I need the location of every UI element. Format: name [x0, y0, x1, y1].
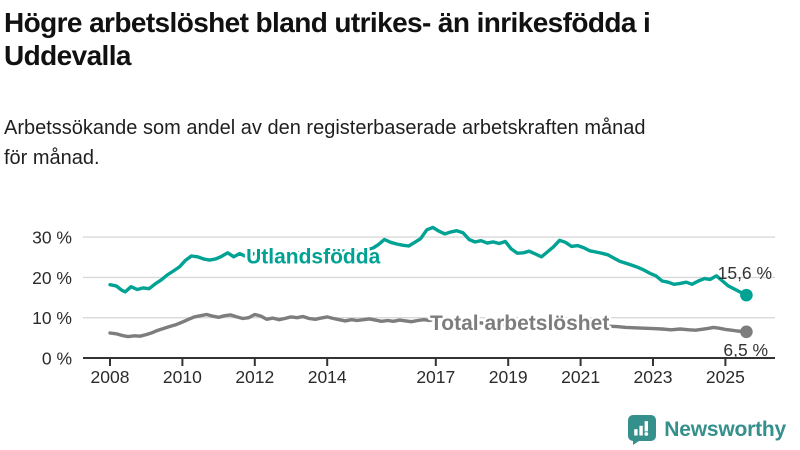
series-lines [108, 225, 749, 339]
series-labels: Utlandsfödda Total arbetslöshet [244, 243, 612, 338]
x-axis-tick-label: 2010 [163, 367, 202, 387]
end-dots [740, 288, 753, 339]
chart-subtitle: Arbetssökande som andel av den registerb… [4, 113, 646, 173]
end-value-label-utlandsfodda: 15,6 % [718, 263, 772, 283]
page-title-line1: Högre arbetslöshet bland utrikes- än inr… [4, 7, 651, 38]
end-value-label-total: 6,5 % [723, 340, 768, 360]
y-axis-tick-label: 30 % [32, 228, 72, 248]
y-axis-tick-label: 10 % [32, 308, 72, 328]
newsworthy-logo-text: Newsworthy [664, 417, 786, 441]
x-axis-tick-label: 2021 [561, 367, 600, 387]
bar-chart-speech-bubble-icon [628, 415, 657, 445]
chart-area: 0 % 10 % 20 % 30 % 2008 2010 2012 2014 2017 2019… [0, 195, 800, 400]
y-axis-labels: 0 % 10 % 20 % 30 % [32, 228, 72, 369]
series-end-dot-utlandsfodda [740, 288, 753, 302]
page-title-line2: Uddevalla [4, 40, 131, 71]
newsworthy-logo: Newsworthy [627, 414, 786, 445]
series-label-total: Total arbetslöshet [430, 312, 609, 335]
series-end-dot-total [740, 325, 753, 339]
gridlines [83, 236, 775, 319]
x-axis-tick-label: 2008 [91, 367, 130, 387]
x-axis-tick-label: 2025 [706, 367, 745, 387]
y-axis-tick-label: 0 % [42, 349, 72, 369]
y-axis-tick-label: 20 % [32, 268, 72, 288]
end-value-labels: 15,6 % 6,5 % [718, 263, 772, 360]
x-axis-tick-label: 2019 [489, 367, 528, 387]
chart-svg: 0 % 10 % 20 % 30 % 2008 2010 2012 2014 2017 2019… [32, 225, 775, 387]
series-line-total [108, 312, 749, 339]
series-label-utlandsfodda: Utlandsfödda [246, 245, 380, 268]
x-axis: 2008 2010 2012 2014 2017 2019 2021 2023 2025 [83, 357, 775, 387]
x-axis-tick-label: 2012 [235, 367, 274, 387]
chart-subtitle-line1: Arbetssökande som andel av den registerb… [4, 117, 646, 139]
x-axis-tick-label: 2017 [416, 367, 455, 387]
page-title: Högre arbetslöshet bland utrikes- än inr… [4, 6, 651, 72]
series-line-utlandsfodda [108, 225, 749, 297]
x-axis-tick-label: 2023 [634, 367, 673, 387]
x-axis-tick-label: 2014 [308, 367, 347, 387]
chart-subtitle-line2: för månad. [4, 147, 100, 169]
